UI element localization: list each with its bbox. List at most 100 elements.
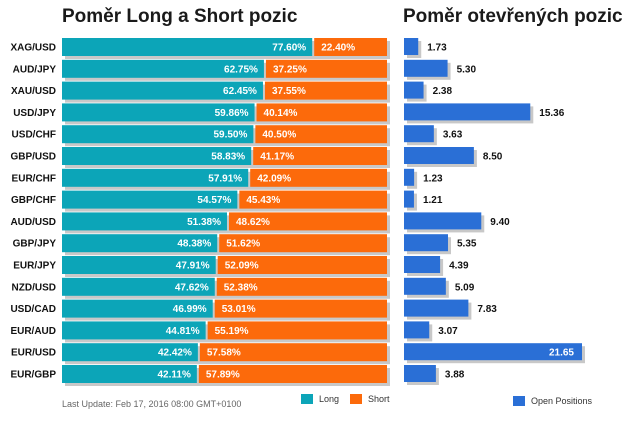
short-bar-eur-chf — [250, 168, 387, 187]
long-bar-xau-usd — [62, 81, 263, 100]
open-value-label-usd-chf: 3.63 — [443, 130, 463, 141]
chart-title-open-positions: Poměr otevřených pozic — [403, 6, 623, 27]
open-value-label-usd-jpy: 15.36 — [539, 108, 564, 119]
legend-open-positions-swatch — [513, 396, 525, 406]
open-bar-xag-usd — [404, 38, 419, 55]
long-bar-eur-jpy — [62, 256, 216, 274]
long-value-label-xau-usd: 62.45% — [223, 86, 257, 97]
long-bar-usd-jpy — [62, 103, 255, 122]
open-bar-gbp-jpy — [404, 234, 448, 252]
category-label-usd-cad: USD/CAD — [10, 304, 56, 315]
legend-short: Short — [350, 394, 390, 404]
long-value-label-gbp-usd: 58.83% — [211, 152, 245, 163]
long-value-label-usd-jpy: 59.86% — [215, 108, 249, 119]
short-value-label-eur-jpy: 52.09% — [225, 261, 259, 272]
long-value-label-gbp-chf: 54.57% — [197, 195, 231, 206]
category-label-aud-usd: AUD/USD — [10, 217, 56, 228]
short-bar-eur-jpy — [217, 256, 387, 274]
short-value-label-eur-aud: 55.19% — [215, 326, 249, 337]
last-update-text: Last Update: Feb 17, 2016 08:00 GMT+0100 — [62, 399, 242, 409]
long-bar-xag-usd — [62, 38, 313, 56]
open-bar-xau-usd — [404, 81, 424, 99]
long-value-label-eur-gbp: 42.11% — [157, 370, 190, 381]
short-value-label-nzd-usd: 52.38% — [224, 282, 258, 293]
short-value-label-aud-jpy: 37.25% — [273, 64, 307, 75]
long-bar-nzd-usd — [62, 277, 215, 296]
long-bar-gbp-chf — [62, 190, 238, 209]
short-bar-gbp-usd — [253, 147, 387, 165]
short-value-label-xau-usd: 37.55% — [272, 86, 306, 97]
long-bar-aud-usd — [62, 212, 227, 231]
long-bar-usd-cad — [62, 299, 213, 318]
open-value-label-gbp-chf: 1.21 — [423, 195, 443, 206]
chart-title-long-short: Poměr Long a Short pozic — [62, 6, 298, 27]
long-value-label-usd-cad: 46.99% — [173, 304, 207, 315]
open-bar-usd-jpy — [404, 103, 531, 121]
open-value-label-eur-gbp: 3.88 — [445, 370, 465, 381]
long-bar-usd-chf — [62, 125, 254, 144]
open-value-label-eur-aud: 3.07 — [438, 326, 458, 337]
long-bar-aud-jpy — [62, 59, 264, 78]
long-bar-eur-aud — [62, 321, 206, 340]
open-value-label-gbp-usd: 8.50 — [483, 152, 503, 163]
long-value-label-aud-usd: 51.38% — [187, 217, 221, 228]
category-label-eur-chf: EUR/CHF — [12, 173, 56, 184]
legend-short-label: Short — [368, 394, 390, 404]
open-bar-aud-usd — [404, 212, 482, 230]
long-bar-eur-chf — [62, 168, 249, 187]
long-value-label-eur-chf: 57.91% — [208, 173, 242, 184]
open-value-label-eur-jpy: 4.39 — [449, 261, 469, 272]
open-value-label-eur-usd: 21.65 — [549, 348, 574, 359]
category-label-gbp-usd: GBP/USD — [10, 152, 56, 163]
short-bar-gbp-chf — [239, 190, 387, 209]
short-value-label-xag-usd: 22.40% — [321, 43, 355, 54]
short-bar-usd-chf — [255, 125, 387, 144]
open-value-label-eur-chf: 1.23 — [423, 173, 443, 184]
short-value-label-eur-chf: 42.09% — [257, 173, 291, 184]
short-value-label-usd-cad: 53.01% — [222, 304, 256, 315]
short-value-label-usd-chf: 40.50% — [262, 130, 296, 141]
legend-open-positions: Open Positions — [513, 396, 592, 406]
open-bar-gbp-chf — [404, 190, 414, 208]
long-value-label-gbp-jpy: 48.38% — [177, 239, 211, 250]
short-bar-aud-usd — [228, 212, 387, 231]
long-value-label-eur-aud: 44.81% — [166, 326, 200, 337]
category-label-eur-aud: EUR/AUD — [10, 326, 56, 337]
long-bar-gbp-jpy — [62, 234, 218, 253]
category-label-eur-jpy: EUR/JPY — [13, 261, 56, 272]
short-value-label-usd-jpy: 40.14% — [264, 108, 298, 119]
category-label-xag-usd: XAG/USD — [10, 43, 56, 54]
short-bar-aud-jpy — [265, 59, 387, 78]
short-bar-eur-usd — [199, 343, 387, 362]
short-bar-nzd-usd — [216, 277, 387, 296]
open-bar-nzd-usd — [404, 277, 446, 295]
short-bar-usd-jpy — [256, 103, 387, 122]
open-bar-gbp-usd — [404, 147, 474, 164]
short-value-label-aud-usd: 48.62% — [236, 217, 270, 228]
category-label-eur-usd: EUR/USD — [11, 348, 56, 359]
legend-long-swatch — [301, 394, 313, 404]
long-value-label-eur-jpy: 47.91% — [176, 261, 210, 272]
open-bar-usd-cad — [404, 299, 469, 317]
open-value-label-aud-usd: 9.40 — [490, 217, 510, 228]
open-bar-eur-jpy — [404, 256, 441, 273]
category-label-usd-jpy: USD/JPY — [13, 108, 56, 119]
open-bar-eur-usd — [404, 343, 582, 361]
long-bar-eur-usd — [62, 343, 198, 362]
open-bar-eur-aud — [404, 321, 430, 339]
open-value-label-xag-usd: 1.73 — [427, 43, 447, 54]
long-value-label-eur-usd: 42.42% — [158, 348, 192, 359]
category-label-aud-jpy: AUD/JPY — [13, 64, 57, 75]
short-bar-eur-gbp — [198, 365, 387, 383]
open-bar-eur-chf — [404, 168, 415, 186]
legend-long: Long — [301, 394, 339, 404]
category-label-eur-gbp: EUR/GBP — [10, 370, 56, 381]
open-value-label-gbp-jpy: 5.35 — [457, 239, 477, 250]
short-bar-usd-cad — [214, 299, 387, 318]
open-value-label-usd-cad: 7.83 — [477, 304, 497, 315]
legend-short-swatch — [350, 394, 362, 404]
category-label-nzd-usd: NZD/USD — [12, 282, 56, 293]
long-value-label-nzd-usd: 47.62% — [175, 282, 209, 293]
long-value-label-xag-usd: 77.60% — [272, 43, 306, 54]
